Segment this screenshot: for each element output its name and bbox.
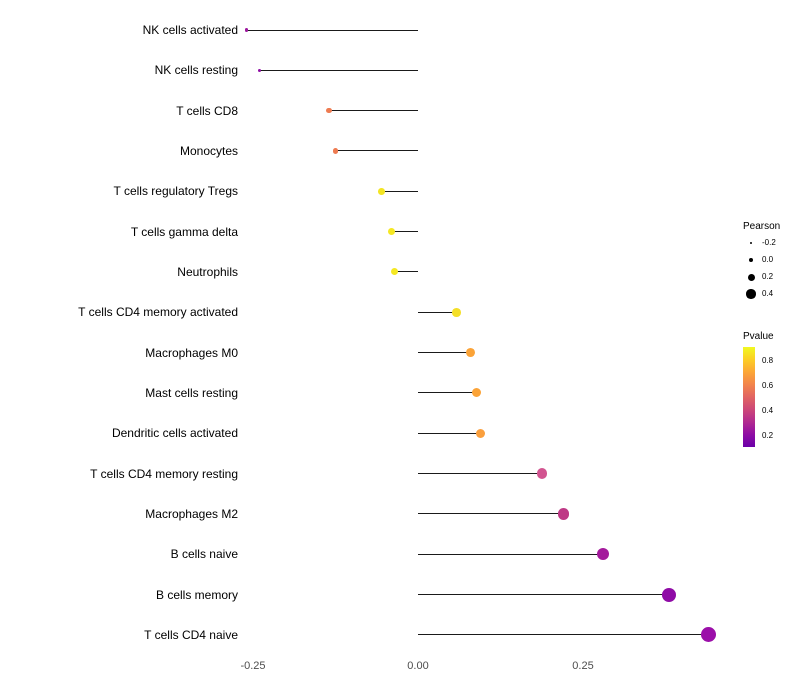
lollipop-stem bbox=[328, 110, 418, 112]
category-label: T cells regulatory Tregs bbox=[113, 184, 239, 199]
lollipop-dot bbox=[388, 228, 396, 236]
category-label: T cells CD4 naive bbox=[144, 627, 238, 642]
lollipop-stem bbox=[335, 150, 418, 152]
lollipop-dot bbox=[476, 428, 486, 438]
pvalue-legend-tick-label: 0.4 bbox=[762, 405, 774, 415]
pvalue-legend-tick-label: 0.8 bbox=[762, 355, 774, 365]
lollipop-dot bbox=[661, 587, 676, 602]
category-label: B cells memory bbox=[155, 587, 238, 602]
category-label: T cells CD8 bbox=[176, 103, 238, 118]
category-label: Macrophages M0 bbox=[145, 345, 238, 360]
lollipop-stem bbox=[381, 190, 418, 192]
category-label: NK cells resting bbox=[154, 63, 238, 78]
pearson-legend-dot bbox=[748, 257, 754, 263]
lollipop-dot bbox=[332, 148, 339, 154]
category-label: T cells gamma delta bbox=[130, 224, 238, 239]
pearson-legend-dot bbox=[746, 289, 756, 299]
pearson-legend-title: Pearson bbox=[743, 221, 781, 232]
lollipop-dot bbox=[257, 68, 262, 73]
pearson-legend-label: -0.2 bbox=[762, 238, 776, 247]
lollipop-stem bbox=[418, 352, 471, 354]
lollipop-dot bbox=[536, 468, 548, 479]
category-label: Neutrophils bbox=[177, 264, 238, 279]
lollipop-dot bbox=[700, 627, 716, 643]
lollipop-dot bbox=[326, 108, 332, 114]
category-label: T cells CD4 memory activated bbox=[78, 305, 238, 320]
lollipop-stem bbox=[418, 513, 564, 515]
category-label: NK cells activated bbox=[142, 23, 238, 37]
category-label: Monocytes bbox=[179, 143, 238, 158]
lollipop-stem bbox=[418, 432, 481, 434]
category-label: T cells CD4 memory resting bbox=[90, 466, 238, 481]
lollipop-stem bbox=[418, 473, 543, 475]
lollipop-stem bbox=[418, 392, 477, 394]
lollipop-dot bbox=[451, 308, 461, 317]
pvalue-legend-title: Pvalue bbox=[743, 331, 774, 342]
lollipop-stem bbox=[259, 69, 418, 71]
lollipop-stem bbox=[418, 311, 457, 313]
pvalue-legend-tick-label: 0.2 bbox=[762, 430, 774, 440]
lollipop-dot bbox=[596, 548, 609, 561]
category-label: Dendritic cells activated bbox=[111, 426, 238, 441]
x-axis-tick-label: 0.25 bbox=[572, 660, 594, 672]
pvalue-legend-tick-label: 0.6 bbox=[762, 380, 774, 390]
category-label: B cells naive bbox=[170, 547, 238, 562]
lollipop-dot bbox=[471, 388, 481, 398]
lollipop-stem bbox=[394, 271, 418, 273]
lollipop-dot bbox=[557, 508, 569, 520]
x-axis-tick-label: 0.00 bbox=[407, 660, 429, 672]
pearson-legend-label: 0.2 bbox=[762, 272, 774, 281]
category-label: Mast cells resting bbox=[145, 385, 238, 400]
pearson-legend-dot bbox=[749, 241, 753, 245]
category-label: Macrophages M2 bbox=[145, 506, 238, 521]
pvalue-colorbar bbox=[743, 347, 755, 447]
lollipop-stem bbox=[246, 29, 418, 31]
pearson-legend-label: 0.0 bbox=[762, 255, 774, 264]
lollipop-dot bbox=[466, 348, 476, 358]
lollipop-stem bbox=[418, 634, 709, 636]
pearson-legend-label: 0.4 bbox=[762, 289, 774, 298]
lollipop-dot bbox=[378, 187, 385, 195]
lollipop-dot bbox=[391, 268, 399, 276]
lollipop-stem bbox=[418, 553, 603, 555]
pearson-legend-dot bbox=[747, 273, 755, 281]
lollipop-stem bbox=[391, 231, 418, 233]
lollipop-dot bbox=[244, 28, 248, 32]
x-axis-tick-label: -0.25 bbox=[240, 660, 266, 672]
lollipop-stem bbox=[418, 594, 669, 596]
